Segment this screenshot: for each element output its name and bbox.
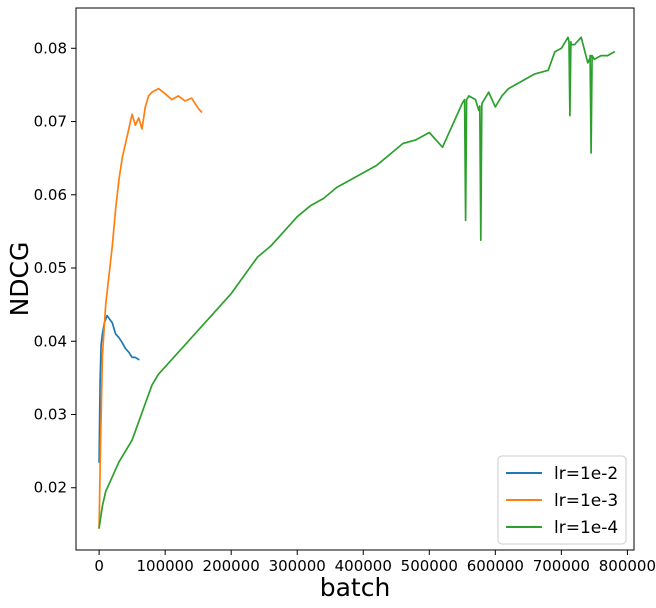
plot-frame bbox=[75, 7, 635, 551]
y-tick-label: 0.05 bbox=[34, 259, 67, 277]
x-axis: 0 100000 200000 300000 400000 500000 600000 700… bbox=[94, 550, 656, 575]
series-line-2 bbox=[98, 87, 203, 529]
legend-entry-label: lr=1e-3 bbox=[554, 491, 618, 511]
legend-box bbox=[497, 455, 627, 545]
y-tick-label: 0.07 bbox=[34, 113, 67, 131]
y-tick-label: 0.03 bbox=[34, 406, 67, 424]
legend-entry-label: lr=1e-4 bbox=[554, 518, 618, 538]
x-tick-label: 100000 bbox=[137, 557, 194, 575]
x-tick-label: 400000 bbox=[335, 557, 392, 575]
y-axis-label: NDCG bbox=[5, 242, 34, 317]
x-tick-label: 200000 bbox=[203, 557, 260, 575]
y-tick-label: 0.08 bbox=[34, 39, 67, 57]
y-tick-label: 0.06 bbox=[34, 186, 67, 204]
series-line-1 bbox=[98, 314, 140, 463]
x-tick-label: 700000 bbox=[533, 557, 590, 575]
series-line-3 bbox=[98, 36, 616, 529]
y-axis: 0.02 0.03 0.04 0.05 0.06 0.07 0.08 bbox=[34, 39, 76, 497]
y-tick-label: 0.04 bbox=[34, 332, 67, 350]
x-tick-label: 0 bbox=[94, 557, 104, 575]
x-axis-label: batch bbox=[320, 573, 391, 602]
legend-entry-label: lr=1e-2 bbox=[554, 464, 618, 484]
x-tick-label: 300000 bbox=[269, 557, 326, 575]
legend: lr=1e-2 lr=1e-3 lr=1e-4 bbox=[497, 455, 627, 545]
x-tick-label: 600000 bbox=[467, 557, 524, 575]
series-layer bbox=[98, 36, 616, 529]
y-tick-label: 0.02 bbox=[34, 479, 67, 497]
x-tick-label: 800000 bbox=[599, 557, 656, 575]
x-tick-label: 500000 bbox=[401, 557, 458, 575]
